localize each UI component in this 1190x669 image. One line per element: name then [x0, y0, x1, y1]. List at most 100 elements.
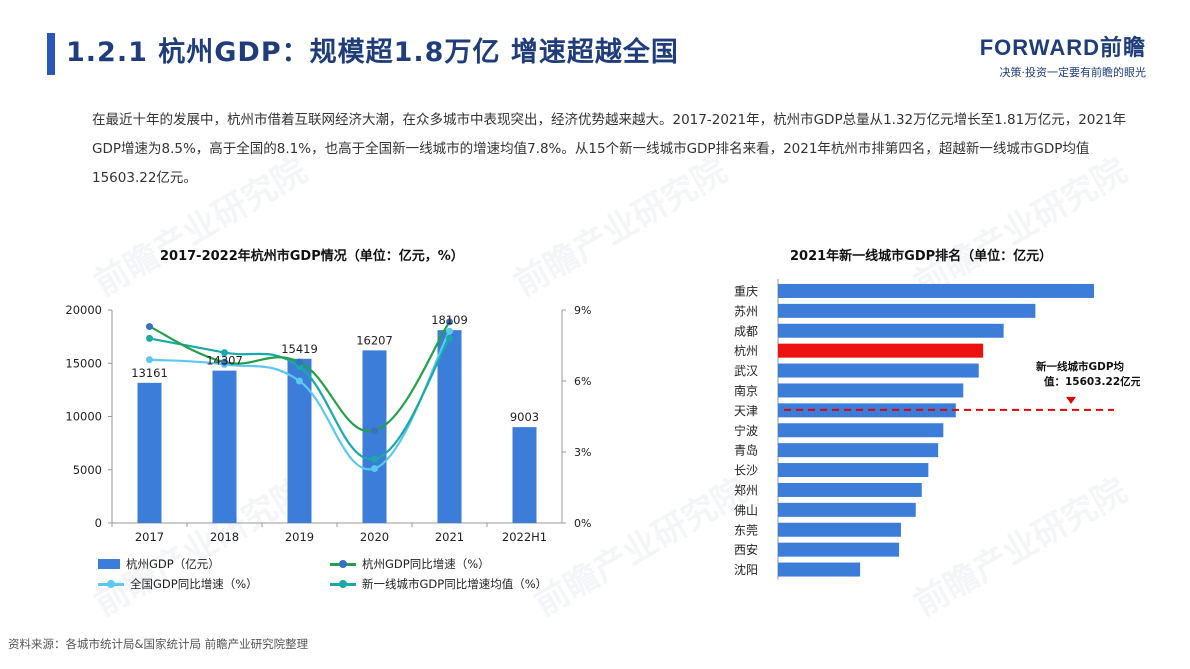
cn-growth-point — [146, 356, 153, 364]
city-bar — [778, 303, 1036, 318]
gdp-chart-legend: 杭州GDP（亿元） 杭州GDP同比增速（%） 全国GDP同比增速（%） 新一线城… — [98, 556, 578, 596]
gdp-bar-label: 15419 — [281, 342, 318, 356]
hz-growth-point — [446, 318, 453, 326]
x-tick-label: 2020 — [360, 530, 389, 544]
gdp-bar-label: 9003 — [510, 410, 539, 424]
gdp-bar-label: 13161 — [131, 366, 168, 380]
city-bar — [778, 383, 964, 398]
city-bar — [778, 443, 939, 458]
gdp-combo-chart: 0 5000 10000 15000 20000 0% 3% 6% 9% 2017 2018 2019… — [65, 303, 591, 544]
city-bar — [778, 283, 1094, 298]
page-title: 1.2.1 杭州GDP：规模超1.8万亿 增速超越全国 — [66, 37, 679, 68]
hz-growth-point — [296, 358, 303, 366]
t1-growth-point — [221, 349, 228, 357]
hz-growth-point — [221, 358, 228, 366]
city-label: 天津 — [734, 404, 758, 418]
city-bar — [778, 423, 944, 438]
city-bar — [778, 403, 956, 418]
city-label: 武汉 — [734, 364, 758, 378]
t1-growth-point — [446, 334, 453, 342]
y-tick-label-right: 6% — [574, 375, 591, 388]
city-bar — [778, 522, 901, 537]
city-label: 南京 — [734, 383, 758, 398]
legend-item-gdp: 杭州GDP（亿元） — [98, 556, 220, 572]
city-label: 西安 — [734, 542, 758, 557]
cn-growth-point — [371, 465, 378, 473]
city-label: 长沙 — [734, 464, 758, 478]
cn-growth-line — [149, 330, 451, 471]
legend-item-hz-growth: 杭州GDP同比增速（%） — [330, 556, 490, 572]
x-tick-label: 2019 — [285, 530, 314, 544]
legend-label: 全国GDP同比增速（%） — [130, 577, 258, 591]
y-tick-label-right: 3% — [574, 446, 591, 459]
gdp-bar-label: 18109 — [431, 313, 468, 327]
y-tick-label-left: 10000 — [65, 410, 102, 424]
y-tick-label-right: 0% — [574, 517, 591, 530]
y-tick-label-right: 9% — [574, 304, 591, 317]
gdp-bar — [212, 370, 237, 523]
hz-growth-point — [146, 323, 153, 331]
x-tick-label: 2022H1 — [502, 530, 547, 544]
t1-growth-point — [371, 455, 378, 463]
legend-swatch-line — [330, 579, 356, 588]
reference-label: 值：15603.22亿元 — [1044, 375, 1140, 388]
city-label: 成都 — [734, 324, 758, 338]
gdp-bar — [437, 330, 462, 523]
legend-item-cn-growth: 全国GDP同比增速（%） — [98, 576, 258, 592]
city-label: 苏州 — [734, 304, 758, 318]
legend-label: 杭州GDP（亿元） — [126, 557, 220, 571]
cn-growth-point — [296, 377, 303, 385]
logo-tagline: 决策·投资一定要有前瞻的眼光 — [999, 66, 1147, 79]
gdp-bar — [137, 382, 162, 523]
gdp-bar — [362, 350, 387, 523]
y-tick-label-left: 20000 — [65, 303, 102, 317]
hz-growth-line — [149, 321, 451, 433]
gdp-bar — [287, 358, 312, 523]
city-bar — [778, 363, 979, 378]
gdp-bar-label: 16207 — [356, 333, 393, 347]
legend-swatch-line — [98, 579, 124, 588]
legend-label: 新一线城市GDP同比增速均值（%） — [362, 577, 548, 591]
legend-swatch-bar — [98, 559, 120, 569]
gdp-bar — [512, 427, 537, 523]
city-bar — [778, 463, 929, 478]
x-tick-label: 2021 — [435, 530, 464, 544]
legend-swatch-line — [330, 559, 356, 568]
city-bar — [778, 502, 916, 517]
hz-growth-point — [371, 427, 378, 435]
city-bar — [778, 542, 900, 557]
gdp-bar-label: 14307 — [206, 354, 243, 368]
city-label: 佛山 — [734, 503, 758, 517]
x-tick-label: 2018 — [210, 530, 239, 544]
y-tick-label-left: 0 — [95, 516, 102, 530]
city-bar — [778, 323, 1004, 338]
y-tick-label-left: 15000 — [65, 356, 102, 370]
reference-marker — [1066, 396, 1076, 404]
city-label: 重庆 — [734, 284, 758, 298]
city-label: 杭州 — [734, 343, 758, 358]
y-tick-label-left: 5000 — [73, 463, 102, 477]
city-label: 青岛 — [734, 443, 758, 458]
title-accent-bar — [47, 33, 55, 75]
city-label: 沈阳 — [734, 562, 758, 577]
city-bar — [778, 482, 922, 497]
ranking-chart-title: 2021年新一线城市GDP排名（单位：亿元） — [790, 249, 1053, 264]
intro-paragraph: 在最近十年的发展中，杭州市借着互联网经济大潮，在众多城市中表现突出，经济优势越来… — [92, 112, 1127, 186]
reference-label: 新一线城市GDP均 — [1036, 360, 1124, 373]
brand-logo: FORWARD前瞻 决策·投资一定要有前瞻的眼光 — [980, 30, 1146, 80]
logo-text: FORWARD前瞻 — [979, 35, 1146, 60]
gdp-chart-title: 2017-2022年杭州市GDP情况（单位：亿元，%） — [160, 249, 464, 264]
city-label: 郑州 — [734, 482, 758, 497]
t1-growth-line — [149, 337, 451, 461]
city-label: 东莞 — [734, 523, 758, 537]
t1-growth-point — [146, 334, 153, 342]
city-bar — [778, 562, 861, 577]
legend-label: 杭州GDP同比增速（%） — [362, 557, 490, 571]
cn-growth-point — [446, 327, 453, 335]
source-note: 资料来源：各城市统计局&国家统计局 前瞻产业研究院整理 — [8, 637, 309, 651]
highlight-bar — [778, 343, 984, 358]
x-tick-label: 2017 — [135, 530, 164, 544]
city-label: 宁波 — [734, 423, 758, 438]
legend-item-t1-growth: 新一线城市GDP同比增速均值（%） — [330, 576, 547, 592]
